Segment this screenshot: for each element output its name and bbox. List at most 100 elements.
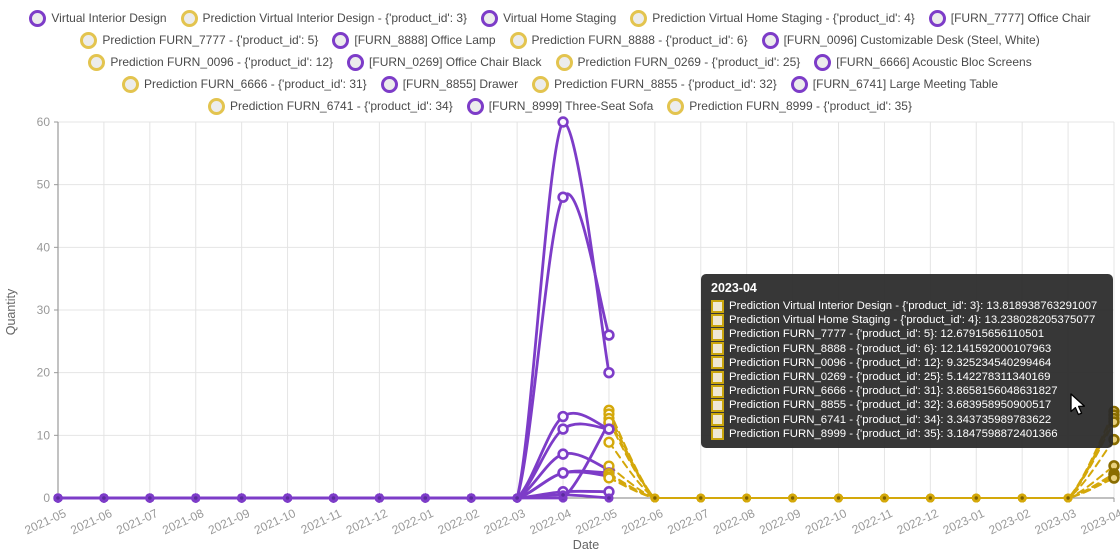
legend-item[interactable]: Prediction FURN_6666 - {'product_id': 31… bbox=[121, 75, 367, 93]
x-tick-label: 2022-08 bbox=[711, 506, 757, 537]
data-point-marker bbox=[557, 116, 569, 128]
x-tick-label: 2021-11 bbox=[299, 506, 344, 537]
legend-item[interactable]: [FURN_6666] Acoustic Bloc Screens bbox=[814, 53, 1032, 71]
prediction-point-marker bbox=[974, 496, 978, 500]
x-tick-label: 2022-04 bbox=[527, 506, 573, 537]
tooltip-row: Prediction FURN_0269 - {'product_id': 25… bbox=[711, 370, 1103, 384]
legend-item[interactable]: Virtual Home Staging bbox=[481, 9, 617, 27]
legend-item[interactable]: [FURN_8888] Office Lamp bbox=[332, 31, 496, 49]
prediction-point-marker bbox=[744, 496, 749, 500]
x-tick-label: 2022-06 bbox=[619, 506, 665, 537]
legend-item[interactable]: [FURN_0269] Office Chair Black bbox=[347, 53, 542, 71]
x-tick-label: 2021-07 bbox=[114, 506, 160, 537]
data-point-marker bbox=[331, 496, 336, 500]
tooltip-swatch-icon bbox=[711, 342, 724, 356]
legend-item-label: [FURN_0096] Customizable Desk (Steel, Wh… bbox=[783, 33, 1040, 47]
data-point-marker bbox=[557, 467, 569, 479]
data-point-marker bbox=[557, 410, 569, 423]
data-point-marker bbox=[607, 496, 611, 500]
tooltip-row: Prediction Virtual Interior Design - {'p… bbox=[711, 299, 1103, 313]
prediction-point-marker bbox=[1108, 472, 1120, 484]
data-point-marker bbox=[603, 329, 615, 341]
tooltip-row: Prediction FURN_8855 - {'product_id': 32… bbox=[711, 398, 1103, 413]
x-tick-label: 2022-09 bbox=[757, 506, 803, 537]
y-tick-label: 60 bbox=[37, 115, 51, 129]
legend-item-label: Prediction FURN_0269 - {'product_id': 25… bbox=[577, 55, 801, 69]
legend-item[interactable]: Virtual Interior Design bbox=[29, 9, 167, 27]
legend-item-label: Virtual Home Staging bbox=[503, 11, 617, 25]
x-tick-label: 2021-06 bbox=[68, 506, 114, 537]
legend-item[interactable]: Prediction FURN_7777 - {'product_id': 5} bbox=[80, 31, 318, 49]
x-tick-label: 2021-05 bbox=[22, 506, 68, 537]
data-point-marker bbox=[561, 493, 565, 497]
tooltip-row: Prediction Virtual Home Staging - {'prod… bbox=[711, 313, 1103, 327]
series-marker-icon bbox=[29, 9, 47, 27]
series-marker-icon bbox=[790, 75, 808, 93]
legend-item[interactable]: Prediction FURN_8855 - {'product_id': 32… bbox=[532, 75, 777, 93]
series-marker-icon bbox=[466, 97, 484, 115]
legend-item-label: [FURN_8855] Drawer bbox=[402, 77, 519, 91]
legend-item[interactable]: Prediction FURN_6741 - {'product_id': 34… bbox=[208, 97, 453, 115]
legend-item[interactable]: Prediction FURN_8999 - {'product_id': 35… bbox=[667, 97, 912, 115]
tooltip-row: Prediction FURN_0096 - {'product_id': 12… bbox=[711, 356, 1103, 370]
legend-item[interactable]: [FURN_8855] Drawer bbox=[380, 75, 519, 93]
x-tick-label: 2022-01 bbox=[390, 506, 436, 537]
series-marker-icon bbox=[761, 31, 779, 49]
data-point-marker bbox=[603, 366, 615, 379]
legend-row: Prediction FURN_6741 - {'product_id': 34… bbox=[0, 95, 1120, 117]
prediction-line bbox=[607, 476, 1115, 499]
x-tick-label: 2023-02 bbox=[987, 506, 1033, 537]
series-marker-icon bbox=[814, 53, 832, 71]
tooltip-row: Prediction FURN_7777 - {'product_id': 5}… bbox=[711, 327, 1103, 341]
prediction-point-marker bbox=[882, 496, 887, 500]
tooltip-row-text: Prediction Virtual Home Staging - {'prod… bbox=[729, 314, 1096, 327]
legend-item[interactable]: Prediction FURN_0269 - {'product_id': 25… bbox=[555, 53, 801, 71]
data-point-marker bbox=[239, 496, 244, 500]
tooltip-date-title: 2023-04 bbox=[711, 281, 757, 295]
y-tick-label: 50 bbox=[37, 178, 51, 192]
legend-item[interactable]: Prediction Virtual Home Staging - {'prod… bbox=[630, 9, 915, 27]
legend-item[interactable]: [FURN_0096] Customizable Desk (Steel, Wh… bbox=[761, 31, 1040, 49]
data-point-marker bbox=[56, 496, 60, 500]
x-tick-label: 2022-10 bbox=[803, 506, 849, 537]
x-tick-label: 2022-05 bbox=[573, 506, 619, 537]
tooltip-row: Prediction FURN_8999 - {'product_id': 35… bbox=[711, 427, 1103, 441]
data-point-marker bbox=[377, 496, 382, 500]
tooltip-row-text: Prediction FURN_6666 - {'product_id': 31… bbox=[729, 385, 1058, 398]
data-point-marker bbox=[603, 423, 615, 435]
tooltip-swatch-icon bbox=[711, 384, 724, 398]
y-tick-label: 40 bbox=[37, 240, 51, 254]
tooltip-row-text: Prediction FURN_6741 - {'product_id': 34… bbox=[729, 413, 1052, 426]
legend-item[interactable]: [FURN_6741] Large Meeting Table bbox=[790, 75, 998, 93]
x-tick-label: 2022-11 bbox=[850, 506, 895, 537]
legend-item-label: [FURN_7777] Office Chair bbox=[950, 11, 1091, 25]
tooltip-swatch-icon bbox=[711, 313, 724, 327]
tooltip-row-text: Prediction FURN_8999 - {'product_id': 35… bbox=[729, 427, 1058, 440]
legend-item[interactable]: Prediction Virtual Interior Design - {'p… bbox=[180, 9, 467, 27]
y-tick-label: 0 bbox=[43, 491, 50, 505]
prediction-point-marker bbox=[653, 496, 657, 500]
legend-item[interactable]: Prediction FURN_8888 - {'product_id': 6} bbox=[509, 31, 748, 49]
legend-item[interactable]: Prediction FURN_0096 - {'product_id': 12… bbox=[88, 53, 334, 71]
tooltip-row: Prediction FURN_6666 - {'product_id': 31… bbox=[711, 384, 1103, 398]
tooltip-swatch-icon bbox=[711, 427, 724, 441]
tooltip-row-text: Prediction FURN_0269 - {'product_id': 25… bbox=[729, 371, 1051, 384]
legend-item-label: [FURN_8888] Office Lamp bbox=[354, 33, 496, 47]
legend-item[interactable]: [FURN_8999] Three-Seat Sofa bbox=[466, 97, 653, 115]
series-marker-icon bbox=[667, 97, 685, 115]
prediction-line bbox=[607, 473, 1115, 499]
chart-legend: Virtual Interior Design Prediction Virtua… bbox=[0, 7, 1120, 117]
series-marker-icon bbox=[380, 75, 398, 93]
legend-item-label: Prediction FURN_6741 - {'product_id': 34… bbox=[230, 99, 453, 113]
prediction-line bbox=[607, 472, 1115, 499]
data-point-marker bbox=[557, 448, 569, 460]
legend-item-label: Prediction FURN_0096 - {'product_id': 12… bbox=[110, 55, 334, 69]
tooltip-swatch-icon bbox=[711, 370, 724, 384]
data-point-marker bbox=[148, 496, 152, 500]
prediction-point-marker bbox=[603, 472, 615, 484]
prediction-point-marker bbox=[928, 496, 933, 500]
prediction-line bbox=[607, 476, 1115, 499]
legend-item[interactable]: [FURN_7777] Office Chair bbox=[928, 9, 1091, 27]
tooltip-row-text: Prediction FURN_0096 - {'product_id': 12… bbox=[729, 356, 1052, 369]
y-tick-label: 20 bbox=[37, 366, 51, 380]
